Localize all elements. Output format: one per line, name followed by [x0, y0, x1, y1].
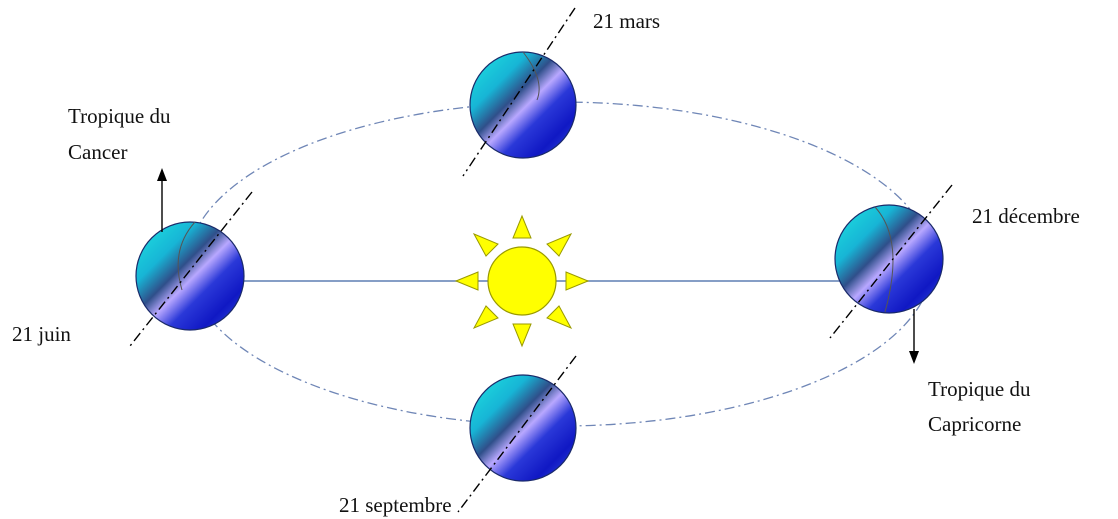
earth-december-disc — [834, 204, 944, 314]
sun-ray-bottom — [512, 323, 532, 348]
earth-june-axis — [129, 191, 253, 347]
label-21-decembre: 21 décembre — [972, 204, 1080, 228]
earth-june-disc — [135, 221, 245, 331]
sun-ray-top-right — [546, 232, 573, 257]
cancer-arrow-icon — [157, 168, 167, 232]
label-21-septembre: 21 septembre — [339, 493, 452, 517]
label-tropique-cancer-line2: Cancer — [68, 140, 128, 164]
earth-september-disc — [469, 374, 577, 482]
earth-icon-june — [129, 191, 253, 347]
cancer-arrow-head — [157, 168, 167, 181]
sun-ray-bottom-right — [546, 305, 573, 330]
sun-ray-right — [565, 271, 590, 291]
earth-icon-december — [829, 184, 953, 339]
earth-march-terminator — [522, 51, 540, 101]
earth-icon-march — [462, 7, 577, 177]
label-21-juin: 21 juin — [12, 322, 71, 346]
sun-disc — [487, 246, 557, 316]
capricorn-arrow-icon — [909, 309, 919, 364]
earth-march-axis — [462, 7, 576, 177]
earth-september-axis — [457, 355, 577, 513]
earth-december-terminator — [874, 206, 894, 313]
label-tropique-cancer-line1: Tropique du — [68, 104, 171, 128]
sun-ray-top — [512, 214, 532, 239]
sun-icon — [454, 214, 590, 348]
sun-ray-left — [454, 271, 479, 291]
sun-ray-top-left — [472, 232, 499, 257]
label-21-mars: 21 mars — [593, 9, 661, 33]
earth-icon-september — [457, 355, 577, 513]
capricorn-arrow-head — [909, 351, 919, 364]
label-tropique-capricorne-line2: Capricorne — [928, 412, 1022, 436]
label-tropique-capricorne-line1: Tropique du — [928, 377, 1031, 401]
sun-ray-bottom-left — [472, 305, 499, 330]
earth-december-axis — [829, 184, 953, 339]
